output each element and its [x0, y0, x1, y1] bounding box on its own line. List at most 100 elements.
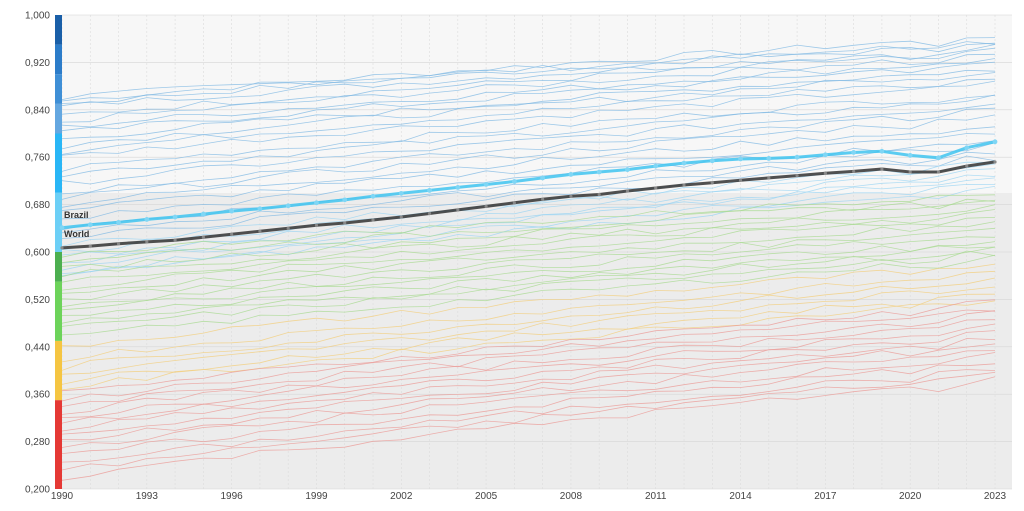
color-band: [55, 192, 62, 252]
country-line: [61, 300, 996, 391]
background-series: [61, 37, 996, 481]
country-line: [61, 151, 996, 234]
y-tick-label: 0,440: [25, 342, 50, 353]
country-line: [61, 246, 996, 324]
x-axis-ticks: 1990 1993 1996 1999 2002 2005 2008 2011 2014 2017…: [51, 491, 1007, 502]
brazil-point: [116, 219, 121, 225]
country-line: [61, 155, 996, 239]
country-line: [61, 177, 996, 271]
brazil-point: [314, 200, 319, 206]
world-point: [343, 221, 347, 225]
country-line: [61, 204, 996, 278]
country-line: [61, 209, 996, 283]
brazil-point: [59, 225, 65, 231]
brazil-point: [822, 152, 828, 158]
country-line: [61, 200, 996, 269]
y-tick-label: 0,600: [25, 248, 50, 259]
world-point: [116, 242, 121, 246]
world-point: [60, 246, 64, 250]
x-tick-label: 2008: [560, 491, 583, 502]
world-point: [484, 204, 488, 208]
brazil-point: [625, 167, 630, 173]
brazil-point: [257, 206, 263, 212]
x-tick-label: 1993: [136, 491, 159, 502]
country-line: [61, 227, 996, 301]
y-tick-label: 0,520: [25, 295, 50, 306]
color-band-axis: [55, 15, 62, 489]
brazil-point: [172, 214, 178, 220]
country-line: [61, 338, 996, 432]
country-line: [61, 263, 996, 347]
brazil-point: [766, 155, 772, 161]
world-point: [512, 201, 516, 205]
brazil-point: [483, 182, 489, 187]
y-tick-label: 0,280: [25, 437, 50, 448]
country-line: [61, 133, 996, 211]
brazil-point: [709, 158, 715, 164]
y-axis-ticks: 0,200 0,280 0,360 0,440 0,520 0,600 0,680 0,760…: [25, 11, 50, 496]
color-band: [55, 281, 62, 341]
color-band: [55, 400, 62, 489]
country-line: [61, 350, 996, 441]
brazil-point: [398, 190, 404, 196]
brazil-point: [427, 187, 432, 193]
country-line: [61, 309, 996, 402]
world-point: [654, 186, 658, 190]
brazil-point: [738, 156, 743, 162]
country-line: [61, 94, 996, 178]
y-tick-label: 0,680: [25, 200, 50, 211]
color-band: [55, 74, 62, 104]
world-point: [201, 235, 205, 239]
color-band: [55, 340, 62, 401]
color-band: [55, 252, 62, 282]
color-band: [55, 133, 62, 193]
country-line: [61, 168, 996, 256]
world-point: [625, 189, 630, 193]
world-point: [258, 229, 262, 233]
y-tick-label: 0,360: [25, 390, 50, 401]
color-band: [55, 103, 62, 134]
world-point: [795, 173, 799, 178]
country-line: [61, 376, 996, 481]
country-line: [61, 174, 996, 264]
brazil-point: [568, 171, 574, 177]
world-point: [993, 160, 997, 164]
country-line: [61, 80, 996, 156]
country-line: [61, 323, 996, 418]
brazil-point: [936, 155, 941, 161]
world-point: [173, 238, 177, 242]
country-line: [61, 299, 996, 392]
country-line: [61, 61, 996, 132]
world-point: [145, 240, 149, 244]
world-line: [61, 160, 996, 250]
world-point: [908, 170, 912, 174]
country-line: [61, 286, 996, 375]
country-line: [61, 53, 996, 123]
color-band: [55, 15, 62, 45]
world-point: [880, 167, 884, 171]
x-tick-label: 1990: [51, 491, 74, 502]
brazil-point: [879, 148, 885, 154]
world-point: [965, 164, 969, 168]
brazil-point: [229, 208, 235, 214]
country-line: [61, 103, 996, 185]
country-line: [61, 245, 996, 316]
brazil-point: [596, 169, 602, 175]
world-point: [371, 218, 375, 222]
x-tick-label: 2023: [984, 491, 1007, 502]
country-line: [61, 44, 996, 107]
x-tick-label: 1999: [305, 491, 328, 502]
world-point: [88, 244, 92, 248]
country-line: [61, 107, 996, 195]
country-line: [61, 270, 996, 363]
country-line: [61, 42, 996, 100]
brazil-label: Brazil: [64, 210, 89, 220]
brazil-point: [992, 139, 998, 145]
brazil-line: [61, 140, 996, 230]
brazil-point: [653, 163, 659, 169]
world-point: [541, 197, 545, 201]
country-line: [61, 250, 996, 327]
country-line: [61, 343, 996, 435]
country-line: [61, 221, 996, 294]
world-point: [230, 232, 234, 236]
